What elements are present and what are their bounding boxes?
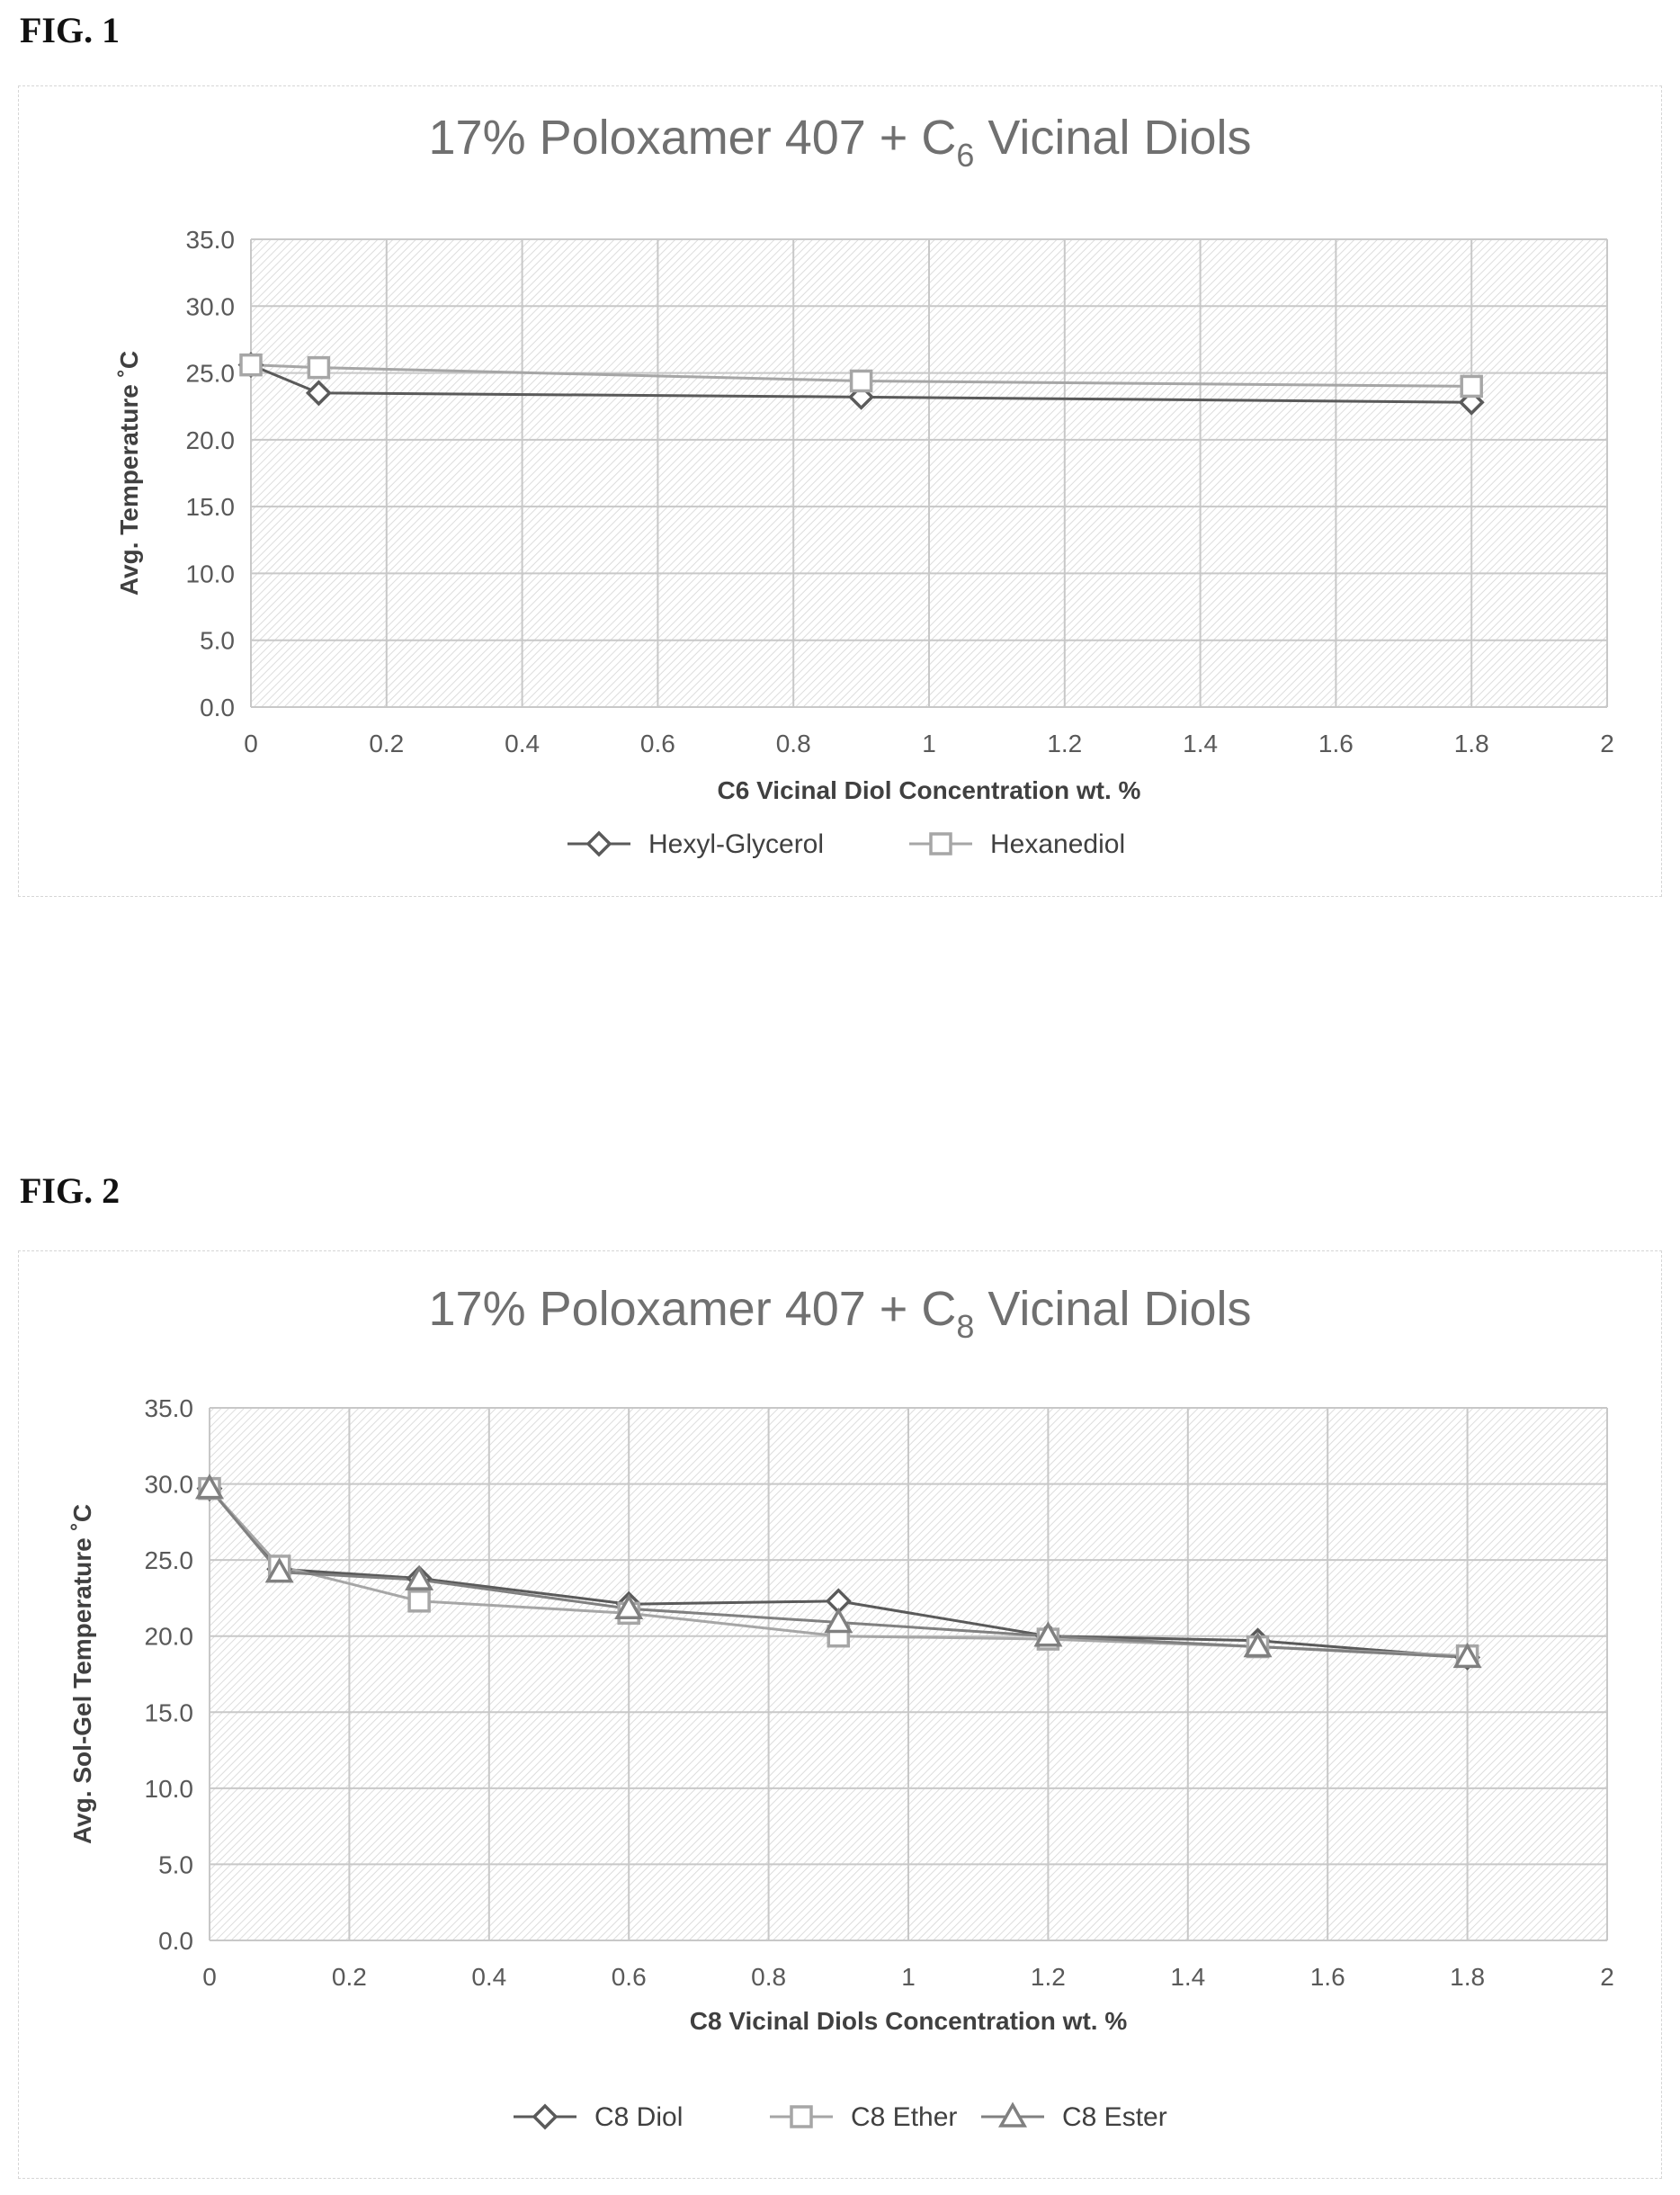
x-tick-label: 1.6	[1310, 1963, 1345, 1991]
legend-marker	[532, 2103, 559, 2130]
legend-marker	[998, 2101, 1027, 2128]
y-tick-label: 5.0	[200, 627, 235, 655]
x-tick-label: 0.4	[505, 730, 540, 757]
legend-label: Hexanediol	[990, 829, 1125, 859]
y-tick-label: 10.0	[145, 1775, 194, 1803]
x-tick-label: 0.8	[776, 730, 811, 757]
x-tick-label: 1.2	[1047, 730, 1082, 757]
legend-label: C8 Diol	[594, 2102, 683, 2132]
y-tick-label: 5.0	[158, 1850, 193, 1878]
x-tick-label: 0	[244, 730, 258, 757]
data-point-c8-ester	[195, 1474, 224, 1500]
chart-svg: 17% Poloxamer 407 + C8 Vicinal Diols 0.0 5…	[68, 1282, 1614, 2132]
series-line-c8-ester	[208, 1487, 1468, 1659]
x-axis-label: C6 Vicinal Diol Concentration wt. %	[718, 776, 1141, 804]
y-tick-label: 0.0	[200, 694, 235, 721]
chart-svg: 17% Poloxamer 407 + C6 Vicinal Diols 0.0 5…	[115, 111, 1614, 859]
chart-title: 17% Poloxamer 407 + C8 Vicinal Diols	[429, 1282, 1252, 1345]
x-tick-label: 0.6	[640, 730, 675, 757]
data-point-hexyl-glycerol	[305, 380, 332, 407]
x-tick-label: 0	[202, 1963, 217, 1991]
y-tick-label: 35.0	[186, 226, 236, 254]
data-point-hexanediol	[307, 355, 331, 380]
x-tick-label: 1	[901, 1963, 916, 1991]
figure-1-label: FIG. 1	[20, 10, 121, 50]
chart-title: 17% Poloxamer 407 + C6 Vicinal Diols	[429, 111, 1252, 174]
data-point-c8-ether	[407, 1590, 431, 1613]
y-tick-label: 20.0	[186, 426, 236, 454]
legend-marker	[585, 830, 612, 857]
figure-1-chart-panel: 17% Poloxamer 407 + C6 Vicinal Diols 0.0 5…	[18, 85, 1662, 897]
data-point-c8-ester	[614, 1593, 644, 1620]
x-tick-label: 0.2	[369, 730, 404, 757]
y-tick-label: 20.0	[145, 1623, 194, 1651]
x-tick-label: 1	[922, 730, 936, 757]
x-tick-label: 1.2	[1031, 1963, 1066, 1991]
x-tick-label: 1.8	[1454, 730, 1489, 757]
data-point-c8-ester	[824, 1607, 853, 1634]
x-tick-label: 0.8	[751, 1963, 786, 1991]
legend-label: C8 Ether	[851, 2102, 957, 2132]
series-line-hexanediol	[250, 363, 1472, 388]
legend-marker	[929, 832, 952, 856]
data-point-c8-ester	[405, 1564, 434, 1590]
data-point-c8-ester	[1452, 1642, 1482, 1669]
y-tick-label: 0.0	[158, 1927, 193, 1955]
data-point-c8-ester	[264, 1557, 294, 1583]
x-tick-label: 1.6	[1318, 730, 1354, 757]
y-tick-label: 10.0	[186, 560, 236, 587]
data-point-c8-ester	[1243, 1631, 1273, 1658]
y-tick-label: 35.0	[145, 1394, 194, 1422]
figure-2-label: FIG. 2	[20, 1170, 121, 1211]
y-tick-label: 15.0	[145, 1698, 194, 1726]
data-point-hexanediol	[1460, 374, 1483, 399]
y-tick-label: 15.0	[186, 493, 236, 521]
legend-label: C8 Ester	[1062, 2102, 1167, 2132]
x-tick-label: 0.6	[612, 1963, 647, 1991]
x-tick-label: 2	[1600, 1963, 1614, 1991]
legend-marker	[790, 2105, 813, 2128]
legend-label: Hexyl-Glycerol	[648, 829, 824, 859]
series-line-hexyl-glycerol	[250, 363, 1472, 404]
y-tick-label: 30.0	[186, 292, 236, 320]
x-tick-label: 0.4	[471, 1963, 506, 1991]
data-point-hexanediol	[239, 353, 263, 377]
x-tick-label: 2	[1600, 730, 1614, 757]
x-axis-label: C8 Vicinal Diols Concentration wt. %	[690, 2007, 1128, 2035]
y-axis-label: Avg. Sol-Gel Temperature ˚C	[68, 1504, 96, 1844]
y-axis-label: Avg. Temperature ˚C	[115, 351, 143, 596]
x-tick-label: 1.4	[1183, 730, 1218, 757]
x-tick-label: 1.8	[1450, 1963, 1485, 1991]
data-point-hexanediol	[849, 369, 873, 393]
y-tick-label: 25.0	[145, 1546, 194, 1574]
figure-2-chart-panel: 17% Poloxamer 407 + C8 Vicinal Diols 0.0 5…	[18, 1250, 1662, 2179]
x-tick-label: 0.2	[332, 1963, 367, 1991]
y-tick-label: 25.0	[186, 360, 236, 388]
y-tick-label: 30.0	[145, 1471, 194, 1499]
data-point-c8-ester	[1033, 1621, 1063, 1647]
x-tick-label: 1.4	[1170, 1963, 1205, 1991]
